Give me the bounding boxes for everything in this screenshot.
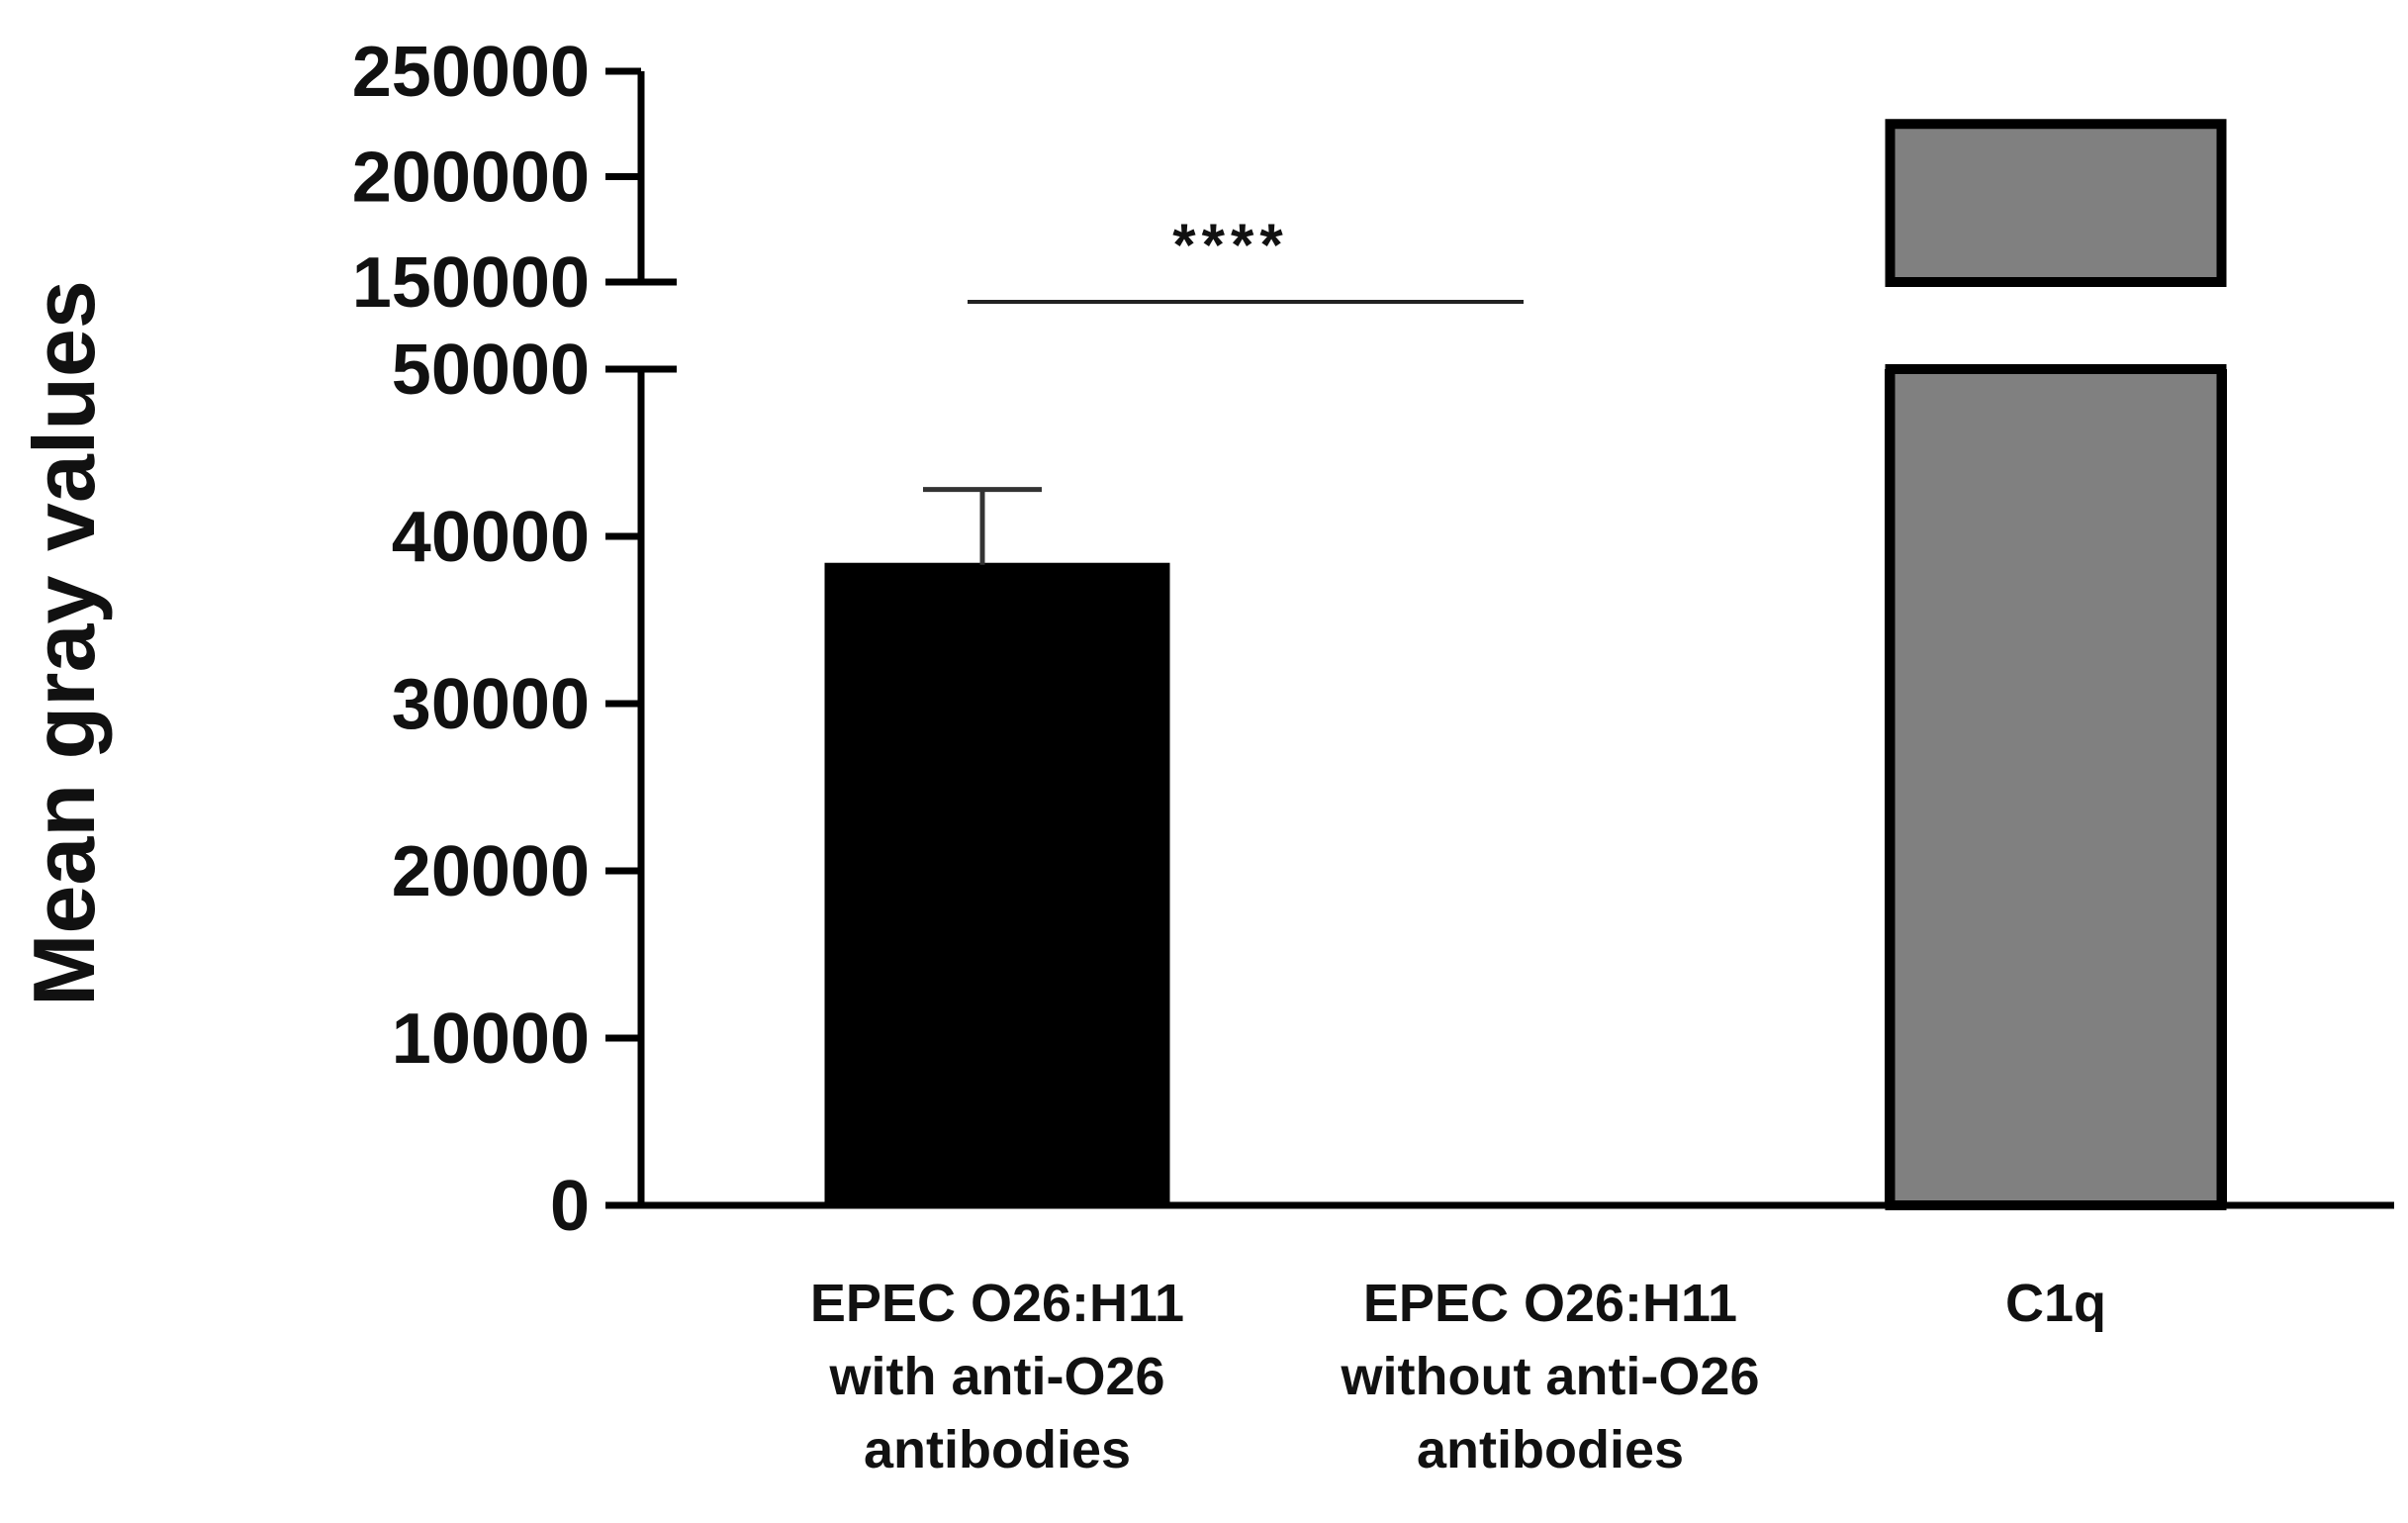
y-axis-title: Mean gray values (15, 280, 113, 1006)
bar-2-upper (1885, 119, 2227, 287)
y-tick-150000-label: 150000 (352, 243, 590, 323)
y-tick-30000-label: 30000 (392, 665, 590, 744)
bars (824, 119, 2227, 1210)
y-tick-250000-label: 250000 (352, 33, 590, 112)
y-tick-50000-label: 50000 (392, 331, 590, 410)
category-label-1: EPEC O26:H11 without anti-O26 antibodies (1341, 1274, 1760, 1479)
y-tick-20000-label: 20000 (392, 832, 590, 911)
category-label-1-line-0: EPEC O26:H11 (1363, 1274, 1737, 1333)
significance-annotation: **** (968, 212, 1524, 304)
bar-0 (824, 562, 1170, 1207)
bar-2-lower (1885, 364, 2227, 1210)
category-label-1-line-1: without anti-O26 (1341, 1347, 1760, 1406)
y-ticks: 0 10000 20000 30000 40000 50000 150000 200000 25… (352, 33, 641, 1246)
error-bars (923, 487, 1042, 565)
y-tick-0-label: 0 (550, 1167, 590, 1246)
y-tick-10000-label: 10000 (392, 999, 590, 1079)
y-tick-40000-label: 40000 (392, 498, 590, 577)
category-label-1-line-2: antibodies (1417, 1420, 1684, 1479)
y-tick-200000-label: 200000 (352, 139, 590, 218)
category-label-2: C1q (2005, 1274, 2106, 1333)
category-label-0-line-1: with anti-O26 (828, 1347, 1164, 1406)
category-label-0: EPEC O26:H11 with anti-O26 antibodies (810, 1274, 1184, 1479)
significance-stars: **** (1172, 212, 1288, 278)
category-label-0-line-2: antibodies (864, 1420, 1131, 1479)
category-label-2-line-0: C1q (2005, 1274, 2106, 1333)
category-label-0-line-0: EPEC O26:H11 (810, 1274, 1184, 1333)
category-labels: EPEC O26:H11 with anti-O26 antibodiesEPEC … (810, 1274, 2106, 1479)
